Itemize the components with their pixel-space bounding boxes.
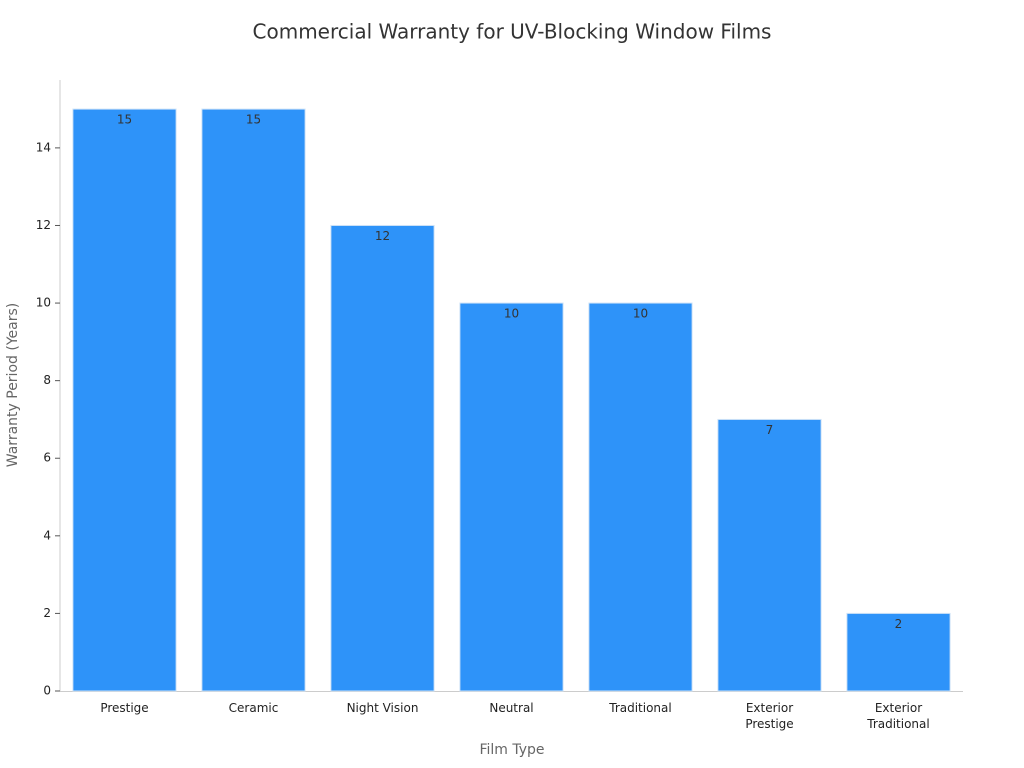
x-tick-label: Exterior Traditional: [867, 701, 930, 731]
data-label: 10: [504, 307, 519, 321]
y-tick-label: 8: [43, 373, 51, 387]
x-tick-label: Ceramic: [228, 701, 279, 715]
data-label: 2: [895, 617, 903, 631]
x-tick-label: Prestige: [100, 701, 149, 715]
y-tick-label: 12: [36, 218, 51, 232]
data-label: 15: [246, 113, 261, 127]
x-tick-label: Neutral: [489, 701, 534, 715]
y-tick-label: 2: [43, 606, 51, 620]
y-tick-label: 0: [43, 684, 51, 698]
y-tick-label: 10: [36, 296, 51, 310]
x-tick-label: Traditional: [609, 701, 672, 715]
bar: [459, 302, 564, 692]
y-axis-label: Warranty Period (Years): [5, 303, 21, 467]
bar: [201, 108, 306, 692]
bar: [588, 302, 693, 692]
data-label: 12: [375, 229, 390, 243]
x-axis-label: Film Type: [479, 742, 544, 758]
data-label: 7: [766, 423, 774, 437]
bar: [846, 612, 951, 692]
y-tick-label: 4: [43, 528, 51, 542]
y-tick-label: 14: [36, 140, 51, 154]
x-tick-label: Night Vision: [346, 701, 419, 715]
chart-title: Commercial Warranty for UV-Blocking Wind…: [253, 20, 772, 44]
data-label: 15: [117, 113, 132, 127]
x-tick-label: Exterior Prestige: [745, 701, 794, 731]
bar: [72, 108, 177, 692]
bar: [717, 418, 822, 692]
bar: [330, 224, 435, 692]
data-label: 10: [633, 307, 648, 321]
y-tick-label: 6: [43, 451, 51, 465]
